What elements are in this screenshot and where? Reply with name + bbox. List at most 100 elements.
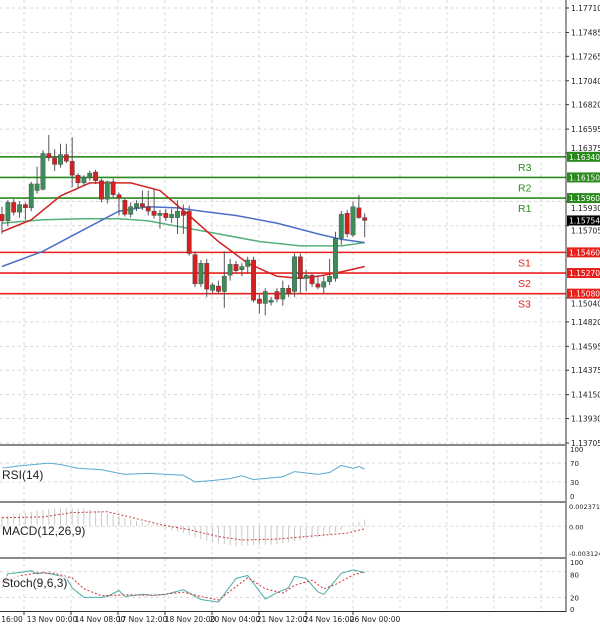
candle-bullish bbox=[333, 238, 338, 279]
level-label-r2: R2 bbox=[518, 182, 532, 194]
level-label-r3: R3 bbox=[518, 162, 532, 174]
level-price-value: 1.16340 bbox=[569, 153, 600, 162]
candle-bearish bbox=[99, 180, 104, 200]
rsi-axis-label: 0 bbox=[570, 493, 574, 501]
stoch-axis-label: 100 bbox=[570, 559, 583, 567]
price-label: 1.16375 bbox=[571, 144, 600, 153]
time-label: 17 Nov 12:00 bbox=[117, 615, 168, 624]
price-label: 1.13930 bbox=[571, 415, 600, 424]
candlesticks bbox=[0, 135, 368, 316]
rsi-axis-label: 70 bbox=[570, 460, 579, 468]
candle-bullish bbox=[292, 256, 297, 292]
price-tags: 1.16340 1.16150 1.15960 1.15460 1.15270 1.150… bbox=[567, 151, 600, 299]
candle-bullish bbox=[157, 213, 163, 216]
candle-bullish bbox=[175, 210, 180, 218]
rsi-title: RSI(14) bbox=[2, 468, 44, 482]
candle-bearish bbox=[110, 181, 116, 196]
candle-bearish bbox=[11, 202, 17, 213]
time-label: 24 Nov 16:00 bbox=[304, 615, 355, 624]
candle-bullish bbox=[327, 276, 332, 282]
candle-bullish bbox=[28, 183, 34, 209]
current-price-tag bbox=[567, 215, 600, 226]
candle-bearish bbox=[180, 210, 186, 216]
price-label: 1.16595 bbox=[571, 125, 600, 134]
time-label: 20 Nov 04:00 bbox=[210, 615, 261, 624]
candle-bearish bbox=[46, 153, 52, 159]
candle-bearish bbox=[151, 210, 157, 216]
level-price-value: 1.15270 bbox=[569, 269, 600, 278]
candle-bullish bbox=[104, 181, 110, 200]
candle-bearish bbox=[52, 157, 58, 165]
level-price-value: 1.15460 bbox=[569, 248, 600, 257]
candle-bearish bbox=[139, 203, 145, 207]
candle-bullish bbox=[81, 177, 87, 184]
panel-separator bbox=[0, 444, 566, 446]
candle-bearish bbox=[251, 259, 256, 301]
stoch-signal-line bbox=[1, 571, 365, 601]
candle-bullish bbox=[128, 206, 134, 215]
level-label-s2: S2 bbox=[518, 278, 531, 290]
candle-bearish bbox=[356, 207, 362, 218]
candle-bullish bbox=[227, 264, 233, 276]
candle-bullish bbox=[221, 276, 227, 292]
macd-axis-label: -0.003124 bbox=[569, 550, 600, 558]
stoch-title: Stoch(9,6,3) bbox=[2, 576, 68, 590]
candle-bullish bbox=[169, 214, 175, 218]
macd-title: MACD(12,26,9) bbox=[2, 524, 86, 538]
price-label: 1.15930 bbox=[571, 204, 600, 213]
level-label-s1: S1 bbox=[518, 257, 531, 269]
level-price-tag bbox=[567, 172, 600, 183]
candle-bearish bbox=[116, 194, 122, 199]
candle-bearish bbox=[286, 288, 292, 294]
candle-bearish bbox=[75, 175, 81, 184]
candle-bearish bbox=[186, 210, 192, 254]
level-price-tag bbox=[567, 268, 600, 279]
candle-bullish bbox=[280, 288, 286, 300]
candle-bearish bbox=[23, 204, 28, 209]
candle-bearish bbox=[0, 214, 5, 222]
candle-bearish bbox=[309, 274, 315, 285]
time-label: 13 Nov 00:00 bbox=[27, 615, 78, 624]
time-label: 16:00 bbox=[1, 615, 23, 624]
candle-bearish bbox=[344, 213, 350, 235]
rsi-axis-label: 100 bbox=[570, 446, 583, 454]
price-label: 1.17710 bbox=[571, 4, 600, 13]
candle-bullish bbox=[134, 203, 139, 209]
candle-bullish bbox=[262, 291, 268, 304]
level-price-value: 1.15960 bbox=[569, 194, 600, 203]
current-price-value: 1.15754 bbox=[569, 216, 600, 225]
macd-signal-line bbox=[1, 511, 365, 541]
candle-bearish bbox=[216, 285, 221, 292]
candle-bullish bbox=[303, 274, 309, 279]
level-price-value: 1.16150 bbox=[569, 173, 600, 182]
candle-bearish bbox=[163, 213, 169, 218]
candle-bullish bbox=[87, 172, 93, 178]
price-label: 1.14820 bbox=[571, 318, 600, 327]
price-axis: 1.17710 1.17485 1.17265 1.17040 1.16820 1.165… bbox=[566, 4, 600, 614]
price-label: 1.16820 bbox=[571, 101, 600, 110]
level-price-tag bbox=[567, 151, 600, 162]
indicators bbox=[1, 462, 366, 603]
candle-bullish bbox=[321, 281, 327, 288]
candle-bearish bbox=[257, 298, 262, 304]
level-price-tag bbox=[567, 288, 600, 299]
level-label-s3: S3 bbox=[518, 299, 531, 311]
level-price-value: 1.15080 bbox=[569, 290, 600, 299]
candle-bearish bbox=[233, 264, 239, 272]
price-label: 1.13705 bbox=[571, 439, 600, 448]
candle-bearish bbox=[192, 254, 198, 285]
stoch-axis-label: 20 bbox=[570, 594, 579, 602]
candle-bullish bbox=[5, 202, 11, 222]
candle-bullish bbox=[210, 284, 215, 291]
candle-bullish bbox=[239, 266, 245, 270]
price-label: 1.15040 bbox=[571, 300, 600, 309]
candle-bullish bbox=[17, 204, 22, 213]
candle-bullish bbox=[34, 183, 40, 191]
price-label: 1.17265 bbox=[571, 52, 600, 61]
candle-bullish bbox=[245, 259, 251, 267]
candle-bearish bbox=[145, 206, 151, 212]
price-label: 1.14595 bbox=[571, 342, 600, 351]
candle-bearish bbox=[297, 256, 303, 279]
